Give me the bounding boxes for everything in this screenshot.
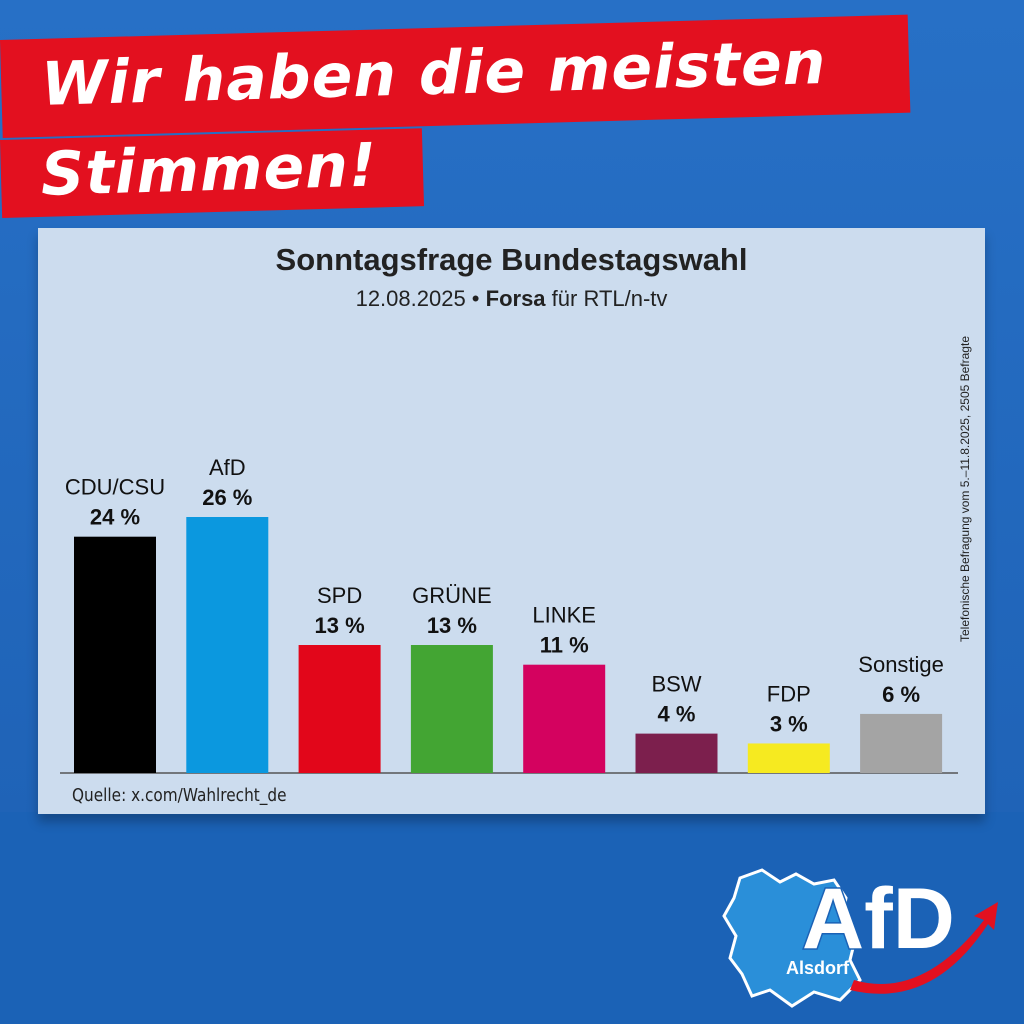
value-label: 6 %: [882, 682, 920, 707]
value-label: 26 %: [202, 485, 252, 510]
category-label: Sonstige: [858, 652, 944, 677]
chart-title: Sonntagsfrage Bundestagswahl: [275, 242, 748, 277]
bar-spd: [298, 645, 381, 773]
logo-brand: AfD: [802, 871, 955, 967]
bar-cdu-csu: [74, 536, 156, 773]
bar-afd: [186, 517, 269, 773]
category-label: SPD: [317, 583, 362, 608]
value-label: 13 %: [427, 613, 477, 638]
subtitle-date: 12.08.2025 •: [355, 286, 480, 311]
category-label: LINKE: [532, 603, 596, 628]
logo-graphic: AfD Alsdorf: [722, 868, 998, 1008]
bar-linke: [523, 664, 606, 773]
source-note: Quelle: x.com/Wahlrecht_de: [72, 785, 287, 806]
bar-fdp: [747, 743, 830, 773]
category-label: AfD: [209, 455, 246, 480]
value-label: 24 %: [90, 505, 140, 530]
bar-chart-svg: 24 % CDU/CSU 26 % AfD 13 % SPD 13 % GRÜNE 11 % LI…: [60, 455, 958, 774]
bar-grüne: [410, 645, 493, 773]
value-label: 13 %: [315, 613, 365, 638]
bar-bsw: [635, 733, 718, 773]
headline-line-1: Wir haben die meisten: [40, 27, 828, 120]
category-label: BSW: [651, 672, 701, 697]
value-label: 3 %: [770, 711, 808, 736]
category-label: GRÜNE: [412, 583, 491, 608]
bar-sonstige: [860, 713, 943, 773]
value-label: 11 %: [540, 633, 589, 658]
subtitle-pollster: Forsa: [485, 286, 546, 311]
poll-chart: Sonntagsfrage Bundestagswahl 12.08.2025 …: [38, 228, 985, 814]
subtitle-rest: für RTL/n-tv: [551, 286, 668, 311]
swoosh-arrow: [850, 902, 998, 994]
headline-banner-line-2: Stimmen!: [0, 128, 425, 218]
category-label: FDP: [767, 681, 811, 706]
value-label: 4 %: [658, 702, 696, 727]
afd-alsdorf-logo: AfD Alsdorf: [722, 840, 1012, 1016]
survey-note: Telefonische Befragung vom 5.–11.8.2025,…: [958, 336, 972, 642]
headline-line-2: Stimmen!: [40, 130, 379, 210]
chart-subtitle: 12.08.2025 • Forsa für RTL/n-tv: [38, 286, 985, 312]
category-label: CDU/CSU: [65, 475, 165, 500]
logo-location: Alsdorf: [786, 958, 850, 978]
